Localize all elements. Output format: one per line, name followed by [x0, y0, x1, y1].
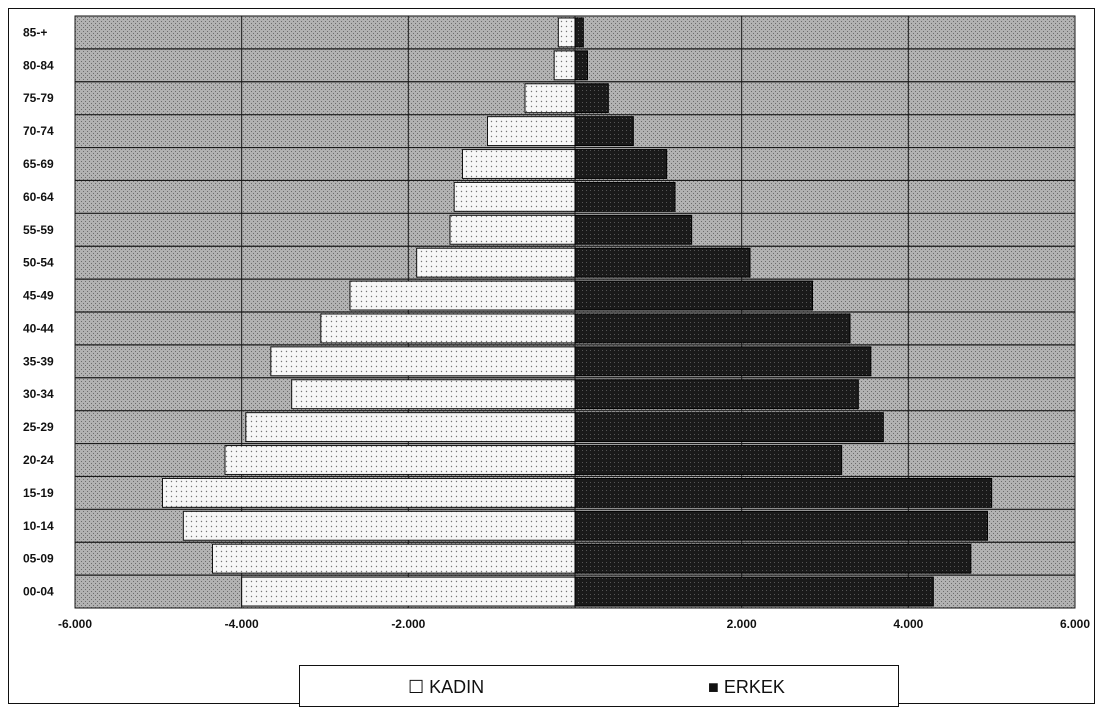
age-group-label: 70-74: [23, 124, 54, 138]
x-tick-label: -2.000: [391, 617, 425, 631]
legend-item-kadin: ☐ KADIN: [408, 677, 484, 698]
age-group-label: 65-69: [23, 157, 54, 171]
bar-kadin-60-64: [453, 181, 576, 212]
legend-item-erkek: ■ ERKEK: [708, 677, 785, 698]
bar-kadin-75-79: [524, 83, 576, 114]
bar-kadin-15-19: [162, 477, 576, 508]
bar-kadin-00-04: [241, 576, 576, 607]
bar-erkek-70-74: [574, 116, 634, 147]
legend-label-kadin: ☐ KADIN: [408, 677, 485, 697]
bar-erkek-20-24: [574, 445, 843, 475]
bar-erkek-65-69: [574, 149, 668, 179]
bars: [162, 17, 993, 607]
age-group-label: 75-79: [23, 91, 54, 105]
age-group-label: 40-44: [23, 321, 54, 335]
age-group-label: 00-04: [23, 585, 54, 599]
age-group-label: 55-59: [23, 223, 54, 237]
bar-kadin-35-39: [270, 346, 576, 377]
bar-erkek-50-54: [574, 247, 751, 278]
age-group-label: 05-09: [23, 552, 54, 566]
age-group-label: 80-84: [23, 58, 54, 72]
age-group-label: 45-49: [23, 289, 54, 303]
bar-erkek-80-84: [574, 50, 588, 81]
bar-kadin-80-84: [553, 50, 576, 81]
bar-erkek-55-59: [574, 214, 693, 245]
x-tick-label: -6.000: [58, 617, 92, 631]
age-group-label: 60-64: [23, 190, 54, 204]
x-tick-label: 2.000: [727, 617, 757, 631]
bar-erkek-10-14: [574, 510, 988, 541]
bar-kadin-40-44: [320, 313, 576, 344]
bar-kadin-10-14: [182, 510, 576, 541]
bar-kadin-70-74: [487, 116, 576, 147]
bar-erkek-15-19: [574, 477, 993, 508]
bar-kadin-50-54: [416, 247, 576, 278]
age-group-label: 85-+: [23, 25, 47, 39]
bar-kadin-55-59: [449, 214, 576, 245]
bar-kadin-45-49: [349, 280, 576, 311]
age-group-label: 20-24: [23, 453, 54, 467]
bar-erkek-40-44: [574, 313, 851, 344]
bar-erkek-60-64: [574, 181, 676, 212]
bar-erkek-45-49: [574, 280, 813, 311]
legend-label-erkek: ■ ERKEK: [708, 677, 785, 697]
bar-erkek-85-+: [574, 17, 584, 48]
bar-kadin-25-29: [245, 412, 576, 443]
age-group-label: 10-14: [23, 519, 54, 533]
gridlines: [74, 16, 1076, 608]
bar-erkek-35-39: [574, 346, 872, 377]
bar-kadin-65-69: [462, 149, 576, 179]
x-tick-label: 4.000: [893, 617, 923, 631]
chart-frame: 00-04 05-09 10-14 15-19 20-24 25-29 30-34 35-39…: [8, 8, 1095, 707]
bar-erkek-25-29: [574, 412, 884, 443]
x-tick-label: 6.000: [1060, 617, 1090, 631]
population-pyramid-chart: 00-04 05-09 10-14 15-19 20-24 25-29 30-34 35-39…: [23, 15, 1090, 631]
x-tick-label: -4.000: [225, 617, 259, 631]
age-group-labels: 00-04 05-09 10-14 15-19 20-24 25-29 30-34 35-39…: [23, 25, 54, 598]
age-group-label: 35-39: [23, 354, 54, 368]
age-group-label: 50-54: [23, 256, 54, 270]
bar-kadin-20-24: [224, 445, 576, 475]
legend: ☐ KADIN ■ ERKEK: [299, 665, 899, 707]
bar-kadin-05-09: [212, 543, 576, 574]
bar-erkek-00-04: [574, 576, 934, 607]
bar-erkek-30-34: [574, 379, 859, 410]
bar-kadin-85-+: [557, 17, 576, 48]
age-group-label: 25-29: [23, 420, 54, 434]
x-axis-tick-labels: -6.000 -4.000 -2.000 2.000 4.000 6.000: [58, 617, 1090, 631]
bar-erkek-75-79: [574, 83, 609, 114]
age-group-label: 30-34: [23, 387, 54, 401]
age-group-label: 15-19: [23, 486, 54, 500]
bar-erkek-05-09: [574, 543, 972, 574]
bar-kadin-30-34: [291, 379, 576, 410]
